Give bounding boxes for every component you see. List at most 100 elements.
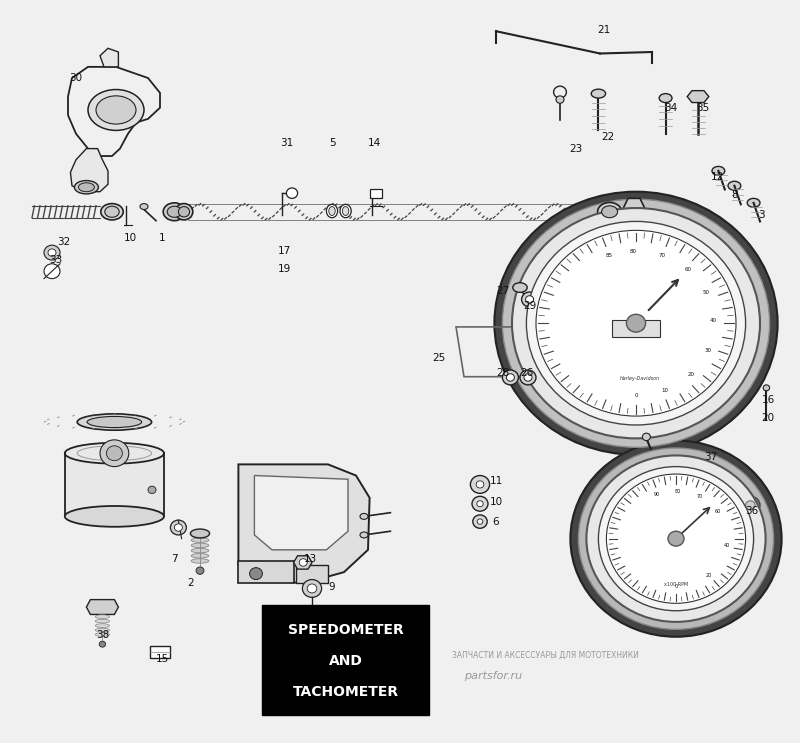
Text: 27: 27 <box>496 286 509 296</box>
Text: ЗАПЧАСТИ И АКСЕССУАРЫ ДЛЯ МОТОТЕХНИКИ: ЗАПЧАСТИ И АКСЕССУАРЫ ДЛЯ МОТОТЕХНИКИ <box>452 651 639 660</box>
Text: Harley-Davidson: Harley-Davidson <box>620 377 660 381</box>
Text: 14: 14 <box>368 137 381 148</box>
Ellipse shape <box>74 181 98 194</box>
Ellipse shape <box>591 89 606 98</box>
Text: 20: 20 <box>762 412 774 423</box>
Text: 3: 3 <box>758 210 765 221</box>
Circle shape <box>477 501 483 507</box>
Ellipse shape <box>178 207 190 217</box>
Text: 1: 1 <box>159 233 166 243</box>
Text: 36: 36 <box>746 506 758 516</box>
Circle shape <box>494 192 778 455</box>
Text: x100 RPM: x100 RPM <box>664 583 688 587</box>
Polygon shape <box>254 476 348 550</box>
Circle shape <box>570 441 782 637</box>
Circle shape <box>606 474 746 603</box>
Ellipse shape <box>65 443 164 464</box>
Text: AND: AND <box>329 655 362 668</box>
Ellipse shape <box>191 543 209 548</box>
Text: 31: 31 <box>280 137 293 148</box>
Circle shape <box>170 520 186 535</box>
Ellipse shape <box>360 513 368 519</box>
Text: 80: 80 <box>674 489 681 493</box>
Text: 33: 33 <box>50 255 62 265</box>
Ellipse shape <box>78 183 94 192</box>
Text: 80: 80 <box>630 249 637 253</box>
Ellipse shape <box>101 204 123 220</box>
Text: 34: 34 <box>664 103 677 113</box>
Ellipse shape <box>77 414 152 430</box>
Circle shape <box>668 531 684 546</box>
Circle shape <box>642 433 650 441</box>
Ellipse shape <box>326 204 338 218</box>
Circle shape <box>174 524 182 531</box>
Circle shape <box>302 580 322 597</box>
Circle shape <box>286 188 298 198</box>
Circle shape <box>299 559 307 566</box>
Text: 40: 40 <box>710 318 717 323</box>
Circle shape <box>746 501 755 510</box>
Text: 26: 26 <box>520 368 533 378</box>
Ellipse shape <box>95 632 110 636</box>
Circle shape <box>506 374 514 381</box>
Text: 2: 2 <box>187 578 194 588</box>
Ellipse shape <box>602 206 618 218</box>
Ellipse shape <box>191 548 209 553</box>
Text: 50: 50 <box>703 291 710 295</box>
Text: 29: 29 <box>523 301 536 311</box>
Circle shape <box>586 455 766 622</box>
Text: 16: 16 <box>762 395 774 405</box>
Text: 40: 40 <box>723 543 730 548</box>
Text: 21: 21 <box>598 25 610 35</box>
Text: SPEEDOMETER: SPEEDOMETER <box>288 623 403 637</box>
Text: 90: 90 <box>654 492 660 497</box>
Circle shape <box>502 199 770 447</box>
Text: 70: 70 <box>659 253 666 258</box>
Circle shape <box>522 292 538 307</box>
Text: 11: 11 <box>490 476 502 487</box>
Text: 37: 37 <box>704 452 717 462</box>
Polygon shape <box>100 48 118 67</box>
Text: 6: 6 <box>493 516 499 527</box>
Polygon shape <box>70 149 108 192</box>
Text: 10: 10 <box>490 496 502 507</box>
Text: 32: 32 <box>58 237 70 247</box>
Text: 15: 15 <box>156 654 169 664</box>
Bar <box>612 320 660 337</box>
Polygon shape <box>294 556 312 569</box>
Text: 25: 25 <box>432 353 445 363</box>
Ellipse shape <box>728 181 741 190</box>
Ellipse shape <box>95 615 110 618</box>
Text: 0: 0 <box>674 584 678 588</box>
Circle shape <box>741 496 760 514</box>
Text: 00000: 00000 <box>627 326 645 331</box>
Ellipse shape <box>65 506 164 527</box>
Ellipse shape <box>340 204 351 218</box>
Ellipse shape <box>96 96 136 124</box>
Ellipse shape <box>190 529 210 538</box>
Text: 10: 10 <box>662 388 669 392</box>
Text: 38: 38 <box>96 630 109 640</box>
Text: partsfor.ru: partsfor.ru <box>464 671 522 681</box>
Text: 60: 60 <box>715 509 721 514</box>
Circle shape <box>524 374 532 381</box>
Text: 20: 20 <box>687 372 694 377</box>
Text: 35: 35 <box>696 103 709 113</box>
Circle shape <box>554 86 566 98</box>
Text: 85: 85 <box>606 253 613 258</box>
Ellipse shape <box>659 94 672 103</box>
Circle shape <box>477 519 483 525</box>
Bar <box>65 453 164 516</box>
Text: 13: 13 <box>304 554 317 564</box>
Text: 9: 9 <box>328 582 334 592</box>
Ellipse shape <box>329 207 335 215</box>
Text: 10: 10 <box>124 233 137 243</box>
Circle shape <box>196 567 204 574</box>
Circle shape <box>526 221 746 425</box>
Circle shape <box>44 245 60 260</box>
Text: 60: 60 <box>685 267 691 272</box>
Polygon shape <box>238 464 370 583</box>
Text: 30: 30 <box>70 73 82 83</box>
Bar <box>262 605 429 715</box>
Bar <box>296 565 328 583</box>
